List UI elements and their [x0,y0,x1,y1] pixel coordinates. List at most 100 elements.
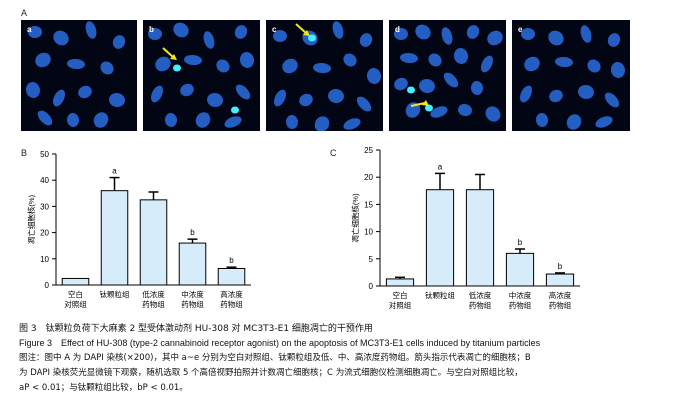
nucleus [314,116,330,131]
nucleus [578,84,594,100]
nucleus [549,89,563,103]
y-tick-label: 50 [40,150,49,159]
bar [545,273,575,287]
nucleus [164,113,178,127]
nucleus [548,30,564,46]
nucleus [555,56,573,68]
nucleus [524,56,540,72]
micrograph-a-nuclei [25,21,126,128]
y-tick-label: 0 [369,282,374,291]
bar [100,190,129,286]
nucleus [85,21,97,39]
significance-label: a [438,162,443,171]
apoptotic-nucleus [425,104,433,112]
nucleus [25,82,41,98]
apoptotic-nucleus [407,86,415,94]
category-label: 高浓度 [220,289,243,299]
y-axis-label: 凋亡细胞核(%) [350,193,360,243]
arrow-icon [295,23,307,34]
nucleus [481,55,493,73]
nucleus [299,93,313,107]
nucleus [313,62,331,74]
bar [385,278,415,287]
note-line-3: aP < 0.01；与钛颗粒组比较，bP < 0.01。 [19,383,188,393]
nucleus [485,106,501,122]
category-label: 空白 [68,289,83,299]
y-tick-label: 10 [40,255,49,264]
y-tick-label: 20 [40,229,49,238]
nucleus [366,68,382,84]
nucleus [359,33,373,47]
y-tick-label: 5 [369,255,374,264]
category-label: 对照组 [389,300,412,310]
micrograph-label: c [272,25,277,34]
nucleus [67,58,85,70]
nucleus [234,25,248,39]
nucleus [428,53,442,67]
nucleus [148,28,162,40]
category-label: 药物组 [469,300,492,310]
nucleus [173,22,189,38]
category-label: 药物组 [142,299,165,309]
y-tick-label: 10 [364,228,373,237]
micrograph-b: b [143,20,260,131]
panel-label-a: A [21,8,28,18]
figure-caption-en: Figure 3 Effect of HU-308 (type-2 cannab… [19,338,541,348]
apoptotic-nucleus [308,34,316,42]
figure-caption-cn: 图 3 钛颗粒负荷下大麻素 2 型受体激动剂 HU-308 对 MC3T3-E1… [19,324,373,334]
y-tick-label: 0 [45,281,50,290]
nucleus [184,54,202,66]
category-label: 低浓度 [142,289,165,299]
micrograph-e-nuclei [520,25,626,130]
y-tick-label: 15 [364,200,373,209]
nucleus [520,85,532,103]
nucleus [109,92,125,108]
micrograph-b-nuclei [148,22,255,128]
nucleus [203,31,215,49]
nucleus [419,78,435,94]
nucleus [216,59,230,73]
note-line-1: 图注：图中 A 为 DAPI 染核(×200)，其中 a~e 分别为空白对照组、… [19,353,531,363]
y-tick-label: 40 [40,176,49,185]
category-label: 高浓度 [549,290,572,300]
nucleus [235,84,251,100]
nucleus [151,85,163,103]
nucleus [394,28,408,40]
nucleus [239,52,255,68]
nucleus [400,52,418,64]
nucleus [112,35,126,49]
nucleus [394,77,408,91]
panel-label-b: B [21,148,28,158]
category-label: 药物组 [220,299,243,309]
nucleus [587,59,601,73]
nucleus [53,89,65,107]
arrow-icon [162,47,174,58]
nucleus [78,85,92,99]
micrograph-d-nuclei [394,24,503,122]
bar-chart-b: 0 10 20 30 40 50 凋亡细胞核(%) 空白 对照组 a 钛颗粒组 低浓度 药物组 b 中浓度药… [18,140,318,324]
nucleus [607,33,621,47]
nucleus [343,118,361,130]
micrograph-d: d [389,20,506,131]
nucleus [521,28,535,40]
nucleus [66,113,80,127]
arrow-icon [410,102,426,107]
nucleus [453,48,469,64]
significance-label: b [229,256,234,265]
nucleus [487,30,503,46]
nucleus [224,116,242,128]
bar [178,242,207,286]
bar-chart-c: 0 5 10 15 20 25 凋亡细胞核(%) 空白 对照组 a 钛颗粒组 低浓度 药物组 b 中浓度 药物… [330,140,640,324]
nucleus [604,92,620,108]
y-tick-label: 30 [40,202,49,211]
nucleus [458,103,472,117]
apoptotic-nucleus [231,106,239,114]
nucleus [155,56,171,72]
nucleus [37,110,53,126]
micrograph-label: b [149,25,154,34]
micrograph-a: a [21,20,137,131]
nucleus [430,106,448,118]
significance-label: b [558,262,563,271]
panel-label-c: C [330,148,337,158]
nucleus [535,113,549,127]
